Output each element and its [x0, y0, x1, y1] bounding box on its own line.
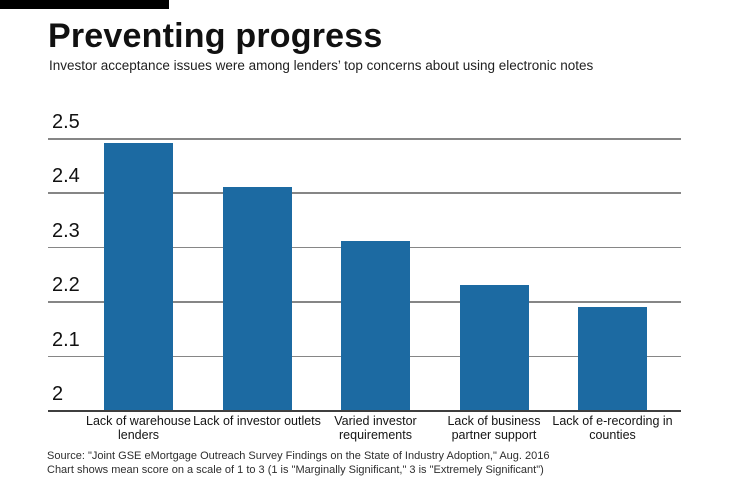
y-axis-tick-label: 2.3 [52, 219, 80, 242]
bar [104, 143, 173, 410]
y-axis-tick-label: 2.2 [52, 274, 80, 297]
x-axis-category-label: Varied investor requirements [334, 414, 417, 442]
x-axis-category-label: Lack of e-recording in counties [552, 414, 673, 442]
gridline [48, 192, 681, 194]
y-axis-tick-label: 2.5 [52, 111, 80, 133]
bar [459, 284, 529, 410]
x-axis-category-label: Lack of warehouse lenders [86, 414, 191, 442]
chart-footnote: Source: "Joint GSE eMortgage Outreach Su… [47, 450, 550, 477]
note-line: Chart shows mean score on a scale of 1 t… [47, 463, 544, 476]
chart-subtitle: Investor acceptance issues were among le… [49, 58, 594, 73]
y-axis-tick-label: 2.1 [52, 328, 80, 351]
x-axis-category-label: Lack of investor outlets [193, 414, 321, 428]
chart-title: Preventing progress [48, 17, 383, 55]
source-line: Source: "Joint GSE eMortgage Outreach Su… [47, 450, 550, 462]
y-axis-tick-label: 2.4 [52, 165, 80, 188]
gridline [48, 138, 681, 140]
brand-corner-bar [0, 0, 169, 9]
bar-chart-plot-area: 2.5 2.4 2.3 2.2 2.1 2 Lack of warehouse lender… [48, 111, 681, 441]
y-axis-tick-label: 2 [52, 383, 64, 405]
bar [341, 241, 410, 410]
bar [578, 306, 647, 410]
x-axis-category-label: Lack of business partner support [447, 414, 541, 442]
bar [222, 186, 292, 410]
